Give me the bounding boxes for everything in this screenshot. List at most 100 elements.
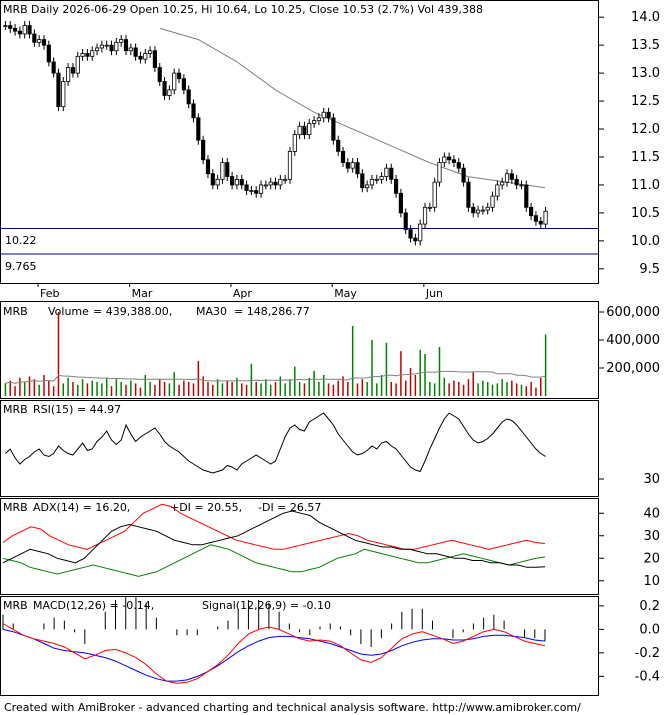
volume-label: Volume — [48, 305, 89, 318]
macd-symbol: MRB — [3, 599, 28, 612]
candle-body — [442, 156, 447, 163]
candle-body — [230, 176, 235, 186]
volume-axis: 600,000 400,000 200,000 — [598, 305, 660, 376]
candle-body — [268, 181, 273, 186]
candle-body — [466, 181, 471, 208]
month-label-apr: Apr — [233, 287, 253, 300]
candle-body — [283, 178, 288, 181]
macd-signal-label: Signal(12,26,9) = -0.10 — [202, 599, 331, 612]
price-axis-tick-label: 10.0 — [631, 234, 660, 249]
candle-body — [369, 178, 375, 186]
price-axis-tick-label: 11.0 — [631, 178, 660, 193]
candle-body — [143, 53, 148, 60]
volume-axis-tick-label: 400,000 — [606, 333, 660, 348]
candle-body — [408, 229, 413, 239]
adx-axis-tick-label: 20 — [643, 551, 660, 566]
candle-body — [148, 50, 153, 54]
adx-axis: 40 30 20 10 — [598, 506, 660, 589]
candle-body — [480, 209, 485, 212]
candle-body — [138, 55, 143, 60]
candle-body — [427, 206, 432, 209]
candle-body — [66, 67, 71, 82]
candle-body — [225, 162, 230, 177]
candle-body — [485, 206, 490, 211]
rsi-symbol: MRB — [3, 403, 28, 416]
adx-plus-di-line — [2, 544, 546, 577]
candle-body — [413, 237, 418, 242]
candle-body — [456, 162, 461, 169]
adx-label: ADX(14) = 16.20, — [33, 501, 130, 514]
price-axis-tick-label: 13.0 — [631, 66, 660, 81]
candle-body — [152, 50, 158, 68]
candle-body — [379, 176, 384, 180]
candle-body — [336, 139, 341, 152]
month-axis: Feb Mar Apr May Jun — [37, 283, 443, 300]
candle-body — [331, 117, 336, 141]
candle-body — [8, 25, 13, 29]
adx-minus-di-line — [2, 503, 546, 550]
candle-body — [374, 178, 379, 181]
candle-body — [403, 212, 408, 231]
candle-body — [475, 209, 481, 214]
volume-plot — [4, 312, 547, 396]
price-pane-frame — [0, 0, 599, 284]
adx-pdi-label: +DI = 20.55, — [170, 501, 242, 514]
candle-body — [162, 81, 167, 96]
price-info: Daily 2026-06-29 Open 10.25, Hi 10.64, L… — [31, 3, 483, 16]
price-axis-tick-label: 11.5 — [631, 150, 660, 165]
candle-body — [51, 61, 56, 74]
adx-axis-tick-label: 10 — [643, 574, 660, 589]
candle-body — [355, 162, 360, 175]
level-label-2: 9.765 — [5, 260, 37, 273]
macd-axis: 0.2 0.0 -0.2 -0.4 — [598, 599, 660, 684]
candle-body — [538, 220, 543, 225]
candle-body — [307, 123, 312, 136]
candle-body — [278, 178, 283, 186]
candle-body — [340, 150, 346, 163]
macd-axis-tick-label: -0.2 — [635, 646, 660, 661]
candle-body — [437, 162, 442, 183]
macd-plot — [2, 597, 546, 684]
candle-body — [201, 139, 206, 161]
candle-body — [61, 81, 66, 108]
candle-body — [70, 67, 76, 74]
rsi-label: RSI(15) = 44.97 — [33, 403, 121, 416]
candle-body — [524, 184, 529, 208]
adx-axis-tick-label: 30 — [643, 529, 660, 544]
candle-body — [56, 72, 61, 108]
candle-body — [490, 195, 495, 208]
candle-body — [254, 190, 259, 194]
candle-body — [258, 184, 264, 194]
candle-body — [176, 72, 182, 80]
price-axis-tick-label: 12.5 — [631, 94, 660, 109]
candle-body — [99, 44, 104, 49]
volume-ma-line — [5, 370, 546, 384]
candle-body — [186, 89, 191, 105]
candle-body — [398, 192, 403, 214]
adx-axis-tick-label: 40 — [643, 506, 660, 521]
month-label-may: May — [334, 287, 357, 300]
candle-body — [471, 206, 476, 214]
macd-axis-tick-label: 0.0 — [639, 622, 660, 637]
candle-body — [273, 181, 278, 186]
candle-body — [384, 167, 389, 177]
candle-body — [302, 125, 307, 136]
rsi-line — [5, 412, 546, 474]
candle-body — [205, 159, 211, 175]
month-label-jun: Jun — [425, 287, 443, 300]
candle-body — [75, 55, 80, 74]
candle-body — [94, 47, 100, 52]
month-label-feb: Feb — [40, 287, 59, 300]
rsi-plot — [5, 412, 546, 474]
candle-body — [389, 167, 394, 180]
candle-body — [244, 184, 249, 191]
candle-body — [360, 173, 365, 189]
candle-body — [500, 181, 505, 186]
candle-body — [210, 173, 215, 186]
price-axis-tick-label: 12.0 — [631, 122, 660, 137]
candle-body — [504, 173, 510, 183]
candle-body — [123, 39, 129, 52]
candle-body — [326, 111, 331, 119]
candle-body — [249, 190, 254, 192]
rsi-pane-frame — [0, 400, 599, 497]
